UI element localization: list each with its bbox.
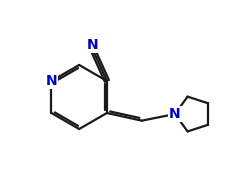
Text: N: N	[169, 107, 181, 121]
Text: N: N	[87, 38, 99, 52]
Text: N: N	[46, 74, 57, 88]
